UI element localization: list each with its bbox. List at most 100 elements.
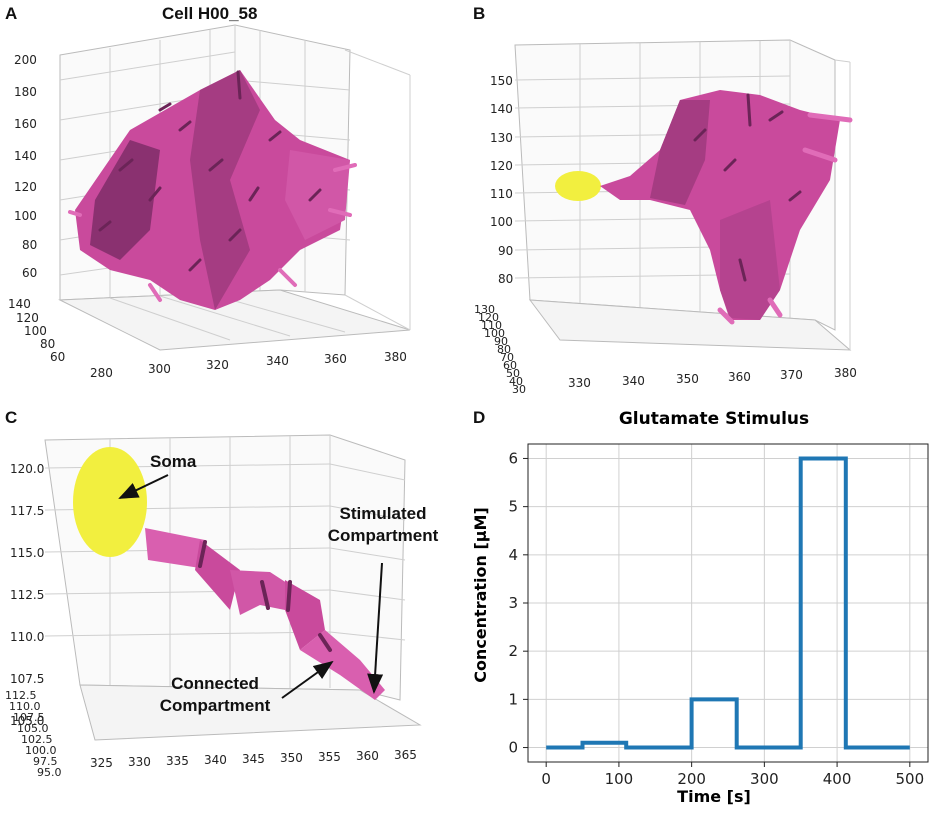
x-tick-label: 0 — [541, 770, 551, 788]
chart-grid — [528, 444, 928, 762]
x-axis-label: Time [s] — [677, 787, 751, 806]
c-x-tick: 360 — [356, 749, 379, 763]
c-y-tick: 112.5 — [5, 689, 37, 702]
soma-ellipse — [555, 171, 601, 201]
b-y-tick: 100 — [484, 327, 505, 340]
b-z-tick: 100 — [490, 215, 513, 229]
b-x-tick: 380 — [834, 366, 857, 380]
c-x-tick: 335 — [166, 754, 189, 768]
b-x-tick: 330 — [568, 376, 591, 390]
a-y-tick: 120 — [16, 311, 39, 325]
a-x-tick: 280 — [90, 366, 113, 380]
y-tick-label: 2 — [508, 642, 518, 660]
y-tick-label: 0 — [508, 739, 518, 757]
c-z-tick: 112.5 — [10, 588, 45, 602]
a-z-tick: 180 — [14, 85, 37, 99]
b-z-tick: 80 — [498, 272, 514, 286]
a-z-tick: 100 — [14, 209, 37, 223]
a-z-tick: 160 — [14, 117, 37, 131]
c-x-tick: 345 — [242, 752, 265, 766]
chart-frame — [527, 443, 929, 763]
chart-title: Glutamate Stimulus — [619, 409, 809, 429]
soma-ellipse — [73, 447, 147, 557]
x-tick-label: 100 — [605, 770, 634, 788]
c-x-tick: 325 — [90, 756, 113, 770]
a-z-tick: 140 — [14, 149, 37, 163]
b-y-tick: 80 — [497, 343, 511, 356]
cell-with-soma-morphology — [555, 90, 853, 325]
b-x-tick: 350 — [676, 372, 699, 386]
series-line-glutamate — [546, 456, 910, 750]
cell-h00-58-morphology — [68, 70, 357, 310]
a-y-tick: 60 — [50, 350, 66, 364]
a-y-tick: 100 — [24, 324, 47, 338]
panel-b-3d-plot — [514, 39, 853, 351]
y-tick-label: 1 — [508, 690, 518, 708]
b-y-tick: 60 — [503, 359, 517, 372]
b-y-tick: 40 — [509, 375, 523, 388]
b-z-tick: 110 — [490, 187, 513, 201]
b-z-tick: 90 — [498, 244, 514, 258]
panel-c: C — [0, 400, 470, 813]
stimulated-compartment-label: Stimulated Compartment — [318, 503, 448, 547]
y-tick-label: 6 — [508, 449, 518, 467]
c-y-tick: 102.5 — [21, 733, 53, 746]
panel-b-letter: B — [473, 4, 486, 23]
a-z-tick: 80 — [22, 238, 38, 252]
panel-b: B — [470, 0, 935, 400]
y-tick-label: 4 — [508, 546, 518, 564]
b-z-tick: 140 — [490, 102, 513, 116]
panel-a-letter: A — [5, 4, 18, 23]
x-tick-label: 200 — [677, 770, 706, 788]
y-tick-label: 3 — [508, 594, 518, 612]
stimulated-line2: Compartment — [327, 526, 439, 545]
c-z-tick: 110.0 — [10, 630, 45, 644]
b-z-tick: 130 — [490, 131, 513, 145]
a-x-tick: 360 — [324, 352, 347, 366]
c-y-tick: 107.5 — [13, 711, 45, 724]
b-y-tick: 70 — [500, 351, 514, 364]
c-z-tick: 120.0 — [10, 462, 45, 476]
c-y-tick: 100.0 — [25, 744, 57, 757]
chart-ticks: 0 100 200 300 400 500 0 1 2 3 4 5 6 — [508, 449, 924, 788]
a-z-tick: 200 — [14, 53, 37, 67]
panel-a: A Cell H00_58 — [0, 0, 470, 400]
y-tick-label: 5 — [508, 498, 518, 516]
stimulated-line1: Stimulated — [339, 504, 427, 523]
connected-line1: Connected — [171, 674, 259, 693]
a-x-tick: 380 — [384, 350, 407, 364]
b-y-tick: 30 — [512, 383, 526, 396]
connected-compartment-label: Connected Compartment — [150, 673, 280, 717]
a-x-tick: 320 — [206, 358, 229, 372]
b-y-tick: 130 — [474, 303, 495, 316]
connected-arrow — [281, 660, 334, 699]
c-y-tick: 97.5 — [33, 755, 58, 768]
b-y-tick: 110 — [481, 319, 502, 332]
c-z-tick: 117.5 — [10, 504, 45, 518]
c-x-tick: 365 — [394, 748, 417, 762]
b-y-tick: 90 — [494, 335, 508, 348]
c-x-tick: 340 — [204, 753, 227, 767]
c-y-tick: 110.0 — [9, 700, 41, 713]
dendrite-branch — [73, 447, 385, 700]
panel-c-letter: C — [5, 408, 18, 427]
glutamate-stimulus-chart: Glutamate Stimulus 0 100 200 300 400 500 0 1 2 3 4… — [471, 409, 929, 806]
c-y-tick: 105.0 — [17, 722, 49, 735]
soma-label: Soma — [150, 452, 197, 471]
x-tick-label: 500 — [895, 770, 924, 788]
c-z-tick: 107.5 — [10, 672, 45, 686]
c-z-tick: 115.0 — [10, 546, 45, 560]
connected-line2: Compartment — [159, 696, 271, 715]
panel-d: D Glutamate Stimulus 0 100 200 300 400 500 0 1 2… — [470, 400, 935, 813]
panel-a-title: Cell H00_58 — [162, 4, 258, 23]
soma-arrow — [118, 474, 169, 499]
c-x-tick: 350 — [280, 751, 303, 765]
a-y-tick: 80 — [40, 337, 56, 351]
b-z-tick: 120 — [490, 159, 513, 173]
a-z-tick: 60 — [22, 266, 38, 280]
b-x-tick: 370 — [780, 368, 803, 382]
c-y-tick: 95.0 — [37, 766, 62, 779]
x-tick-label: 300 — [750, 770, 779, 788]
c-z-tick: 105.0 — [10, 714, 45, 728]
b-y-tick: 120 — [478, 311, 499, 324]
